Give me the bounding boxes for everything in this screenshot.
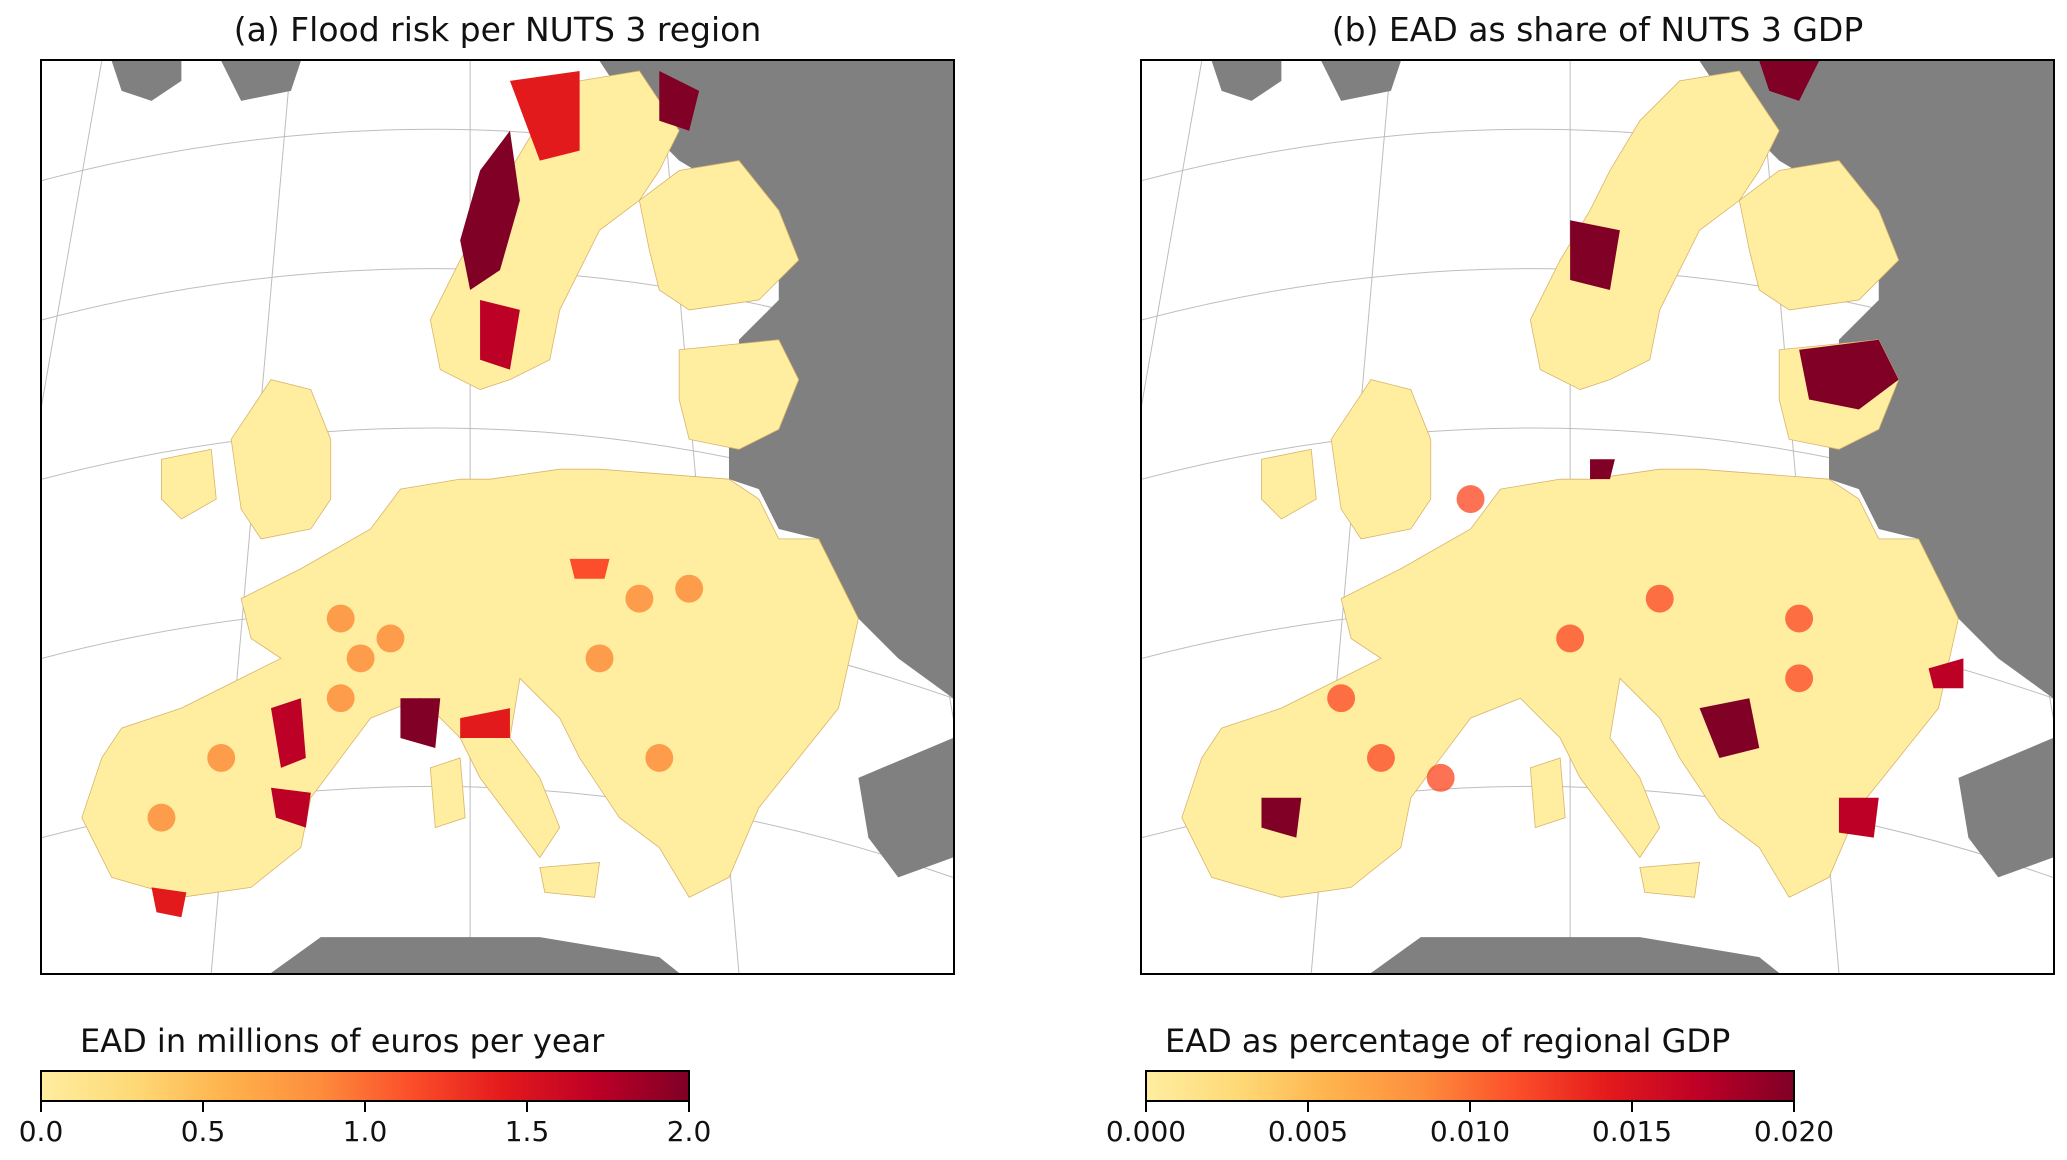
non-eu-land [111,61,182,101]
hotspot-region [1570,220,1620,290]
mid-region [326,684,355,713]
hotspot-region [1838,797,1879,838]
mid-region [645,744,674,772]
colorbar-b [1145,1070,1795,1102]
hotspot-region [569,558,610,579]
colorbar-a-tick [202,1100,204,1112]
eu-region [1330,379,1432,540]
colorbar-a-tick [526,1100,528,1112]
eu-region [230,379,332,540]
colorbar-a-tick [40,1100,42,1112]
colorbar-b-tick [1307,1100,1309,1112]
eu-region [161,448,217,520]
panel-a-title: (a) Flood risk per NUTS 3 region [233,10,762,49]
mid-region [1426,763,1455,792]
non-eu-land [1370,937,1780,973]
eu-region [1738,160,1900,311]
non-eu-land [1211,61,1282,101]
hotspot-region [400,698,441,748]
eu-region [1639,862,1701,898]
hotspot-region [1928,658,1964,689]
non-eu-land [270,937,680,973]
map-panel-b [1140,59,2055,975]
colorbar-a-tick-label: 2.0 [666,1115,712,1148]
graticule-line [1142,61,1203,406]
mid-region [1367,744,1395,772]
eu-region [1529,757,1566,829]
hotspot-region [480,299,520,370]
hotspot-region [460,130,520,290]
mid-region [1456,485,1485,514]
mid-region [585,644,614,673]
mid-region [147,803,176,832]
non-eu-land [221,61,301,101]
mid-region [1785,604,1814,633]
colorbar-b-label: EAD as percentage of regional GDP [1165,1022,1731,1060]
colorbar-b-tick-label: 0.010 [1429,1115,1511,1148]
mid-region [207,744,236,772]
colorbar-a-label: EAD in millions of euros per year [80,1022,605,1060]
hotspot-region [151,887,187,918]
eu-region [1261,448,1317,520]
hotspot-region [1590,459,1615,480]
mid-region [376,624,405,653]
hotspot-region [1759,61,1820,101]
colorbar-a-tick-label: 0.5 [180,1115,226,1148]
mid-region [675,574,704,603]
hotspot-region [1699,698,1760,758]
colorbar-a-tick [688,1100,690,1112]
colorbar-b-tick [1145,1100,1147,1112]
hotspot-region [509,70,580,161]
mid-region [1645,584,1674,613]
map-b-svg [1142,61,2053,973]
hotspot-region [659,70,700,131]
panel-b-title: (b) EAD as share of NUTS 3 GDP [1331,10,1864,49]
hotspot-region [1799,339,1899,410]
colorbar-b-tick-label: 0.005 [1267,1115,1349,1148]
eu-region [1529,70,1780,390]
mid-region [1785,664,1814,693]
colorbar-a-tick-label: 1.0 [342,1115,388,1148]
eu-region [638,160,800,311]
colorbar-a-tick-label: 0.0 [18,1115,64,1148]
non-eu-land [1321,61,1401,101]
colorbar-b-tick [1469,1100,1471,1112]
mid-region [1556,624,1585,653]
eu-region [429,757,466,829]
map-a-svg [42,61,953,973]
mid-region [346,644,375,673]
colorbar-b-tick [1793,1100,1795,1112]
non-eu-land [858,738,953,878]
eu-region [1181,468,1959,898]
colorbar-b-tick [1631,1100,1633,1112]
mid-region [1327,684,1356,713]
non-eu-land [1958,738,2053,878]
graticule-line [42,61,103,406]
colorbar-b-tick-label: 0.020 [1753,1115,1835,1148]
colorbar-a-tick [364,1100,366,1112]
mid-region [326,604,355,633]
hotspot-region [1261,797,1302,838]
colorbar-b-tick-label: 0.015 [1591,1115,1673,1148]
hotspot-region [270,698,306,768]
eu-region [539,862,601,898]
mid-region [625,584,654,613]
map-panel-a [40,59,955,975]
colorbar-a [40,1070,690,1102]
colorbar-a-tick-label: 1.5 [504,1115,550,1148]
eu-region [678,339,800,450]
hotspot-region [270,787,311,828]
colorbar-b-tick-label: 0.000 [1105,1115,1187,1148]
hotspot-region [460,708,510,739]
